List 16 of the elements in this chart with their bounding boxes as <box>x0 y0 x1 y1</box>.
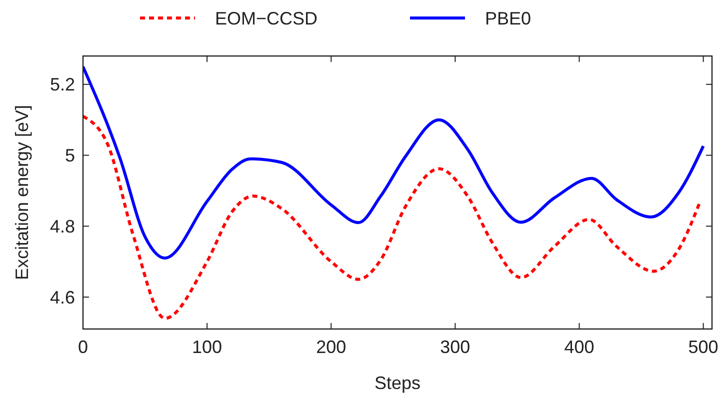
legend-label: PBE0 <box>485 8 532 28</box>
x-tick-label: 200 <box>316 337 346 357</box>
y-axis-title: Excitation energy [eV] <box>12 104 32 280</box>
x-tick-label: 400 <box>564 337 594 357</box>
x-tick-label: 0 <box>78 337 88 357</box>
y-tick-label: 4.6 <box>50 287 75 308</box>
legend-label: EOM−CCSD <box>215 8 318 28</box>
x-tick-label: 100 <box>192 337 222 357</box>
y-tick-label: 5.2 <box>50 74 75 95</box>
line-series <box>83 114 702 320</box>
x-axis-title: Steps <box>374 373 421 393</box>
y-tick-label: 4.8 <box>50 216 75 236</box>
line-series <box>83 65 705 260</box>
y-tick-label: 5 <box>64 146 75 166</box>
x-tick-label: 300 <box>440 337 470 357</box>
x-tick-label: 500 <box>688 337 718 357</box>
